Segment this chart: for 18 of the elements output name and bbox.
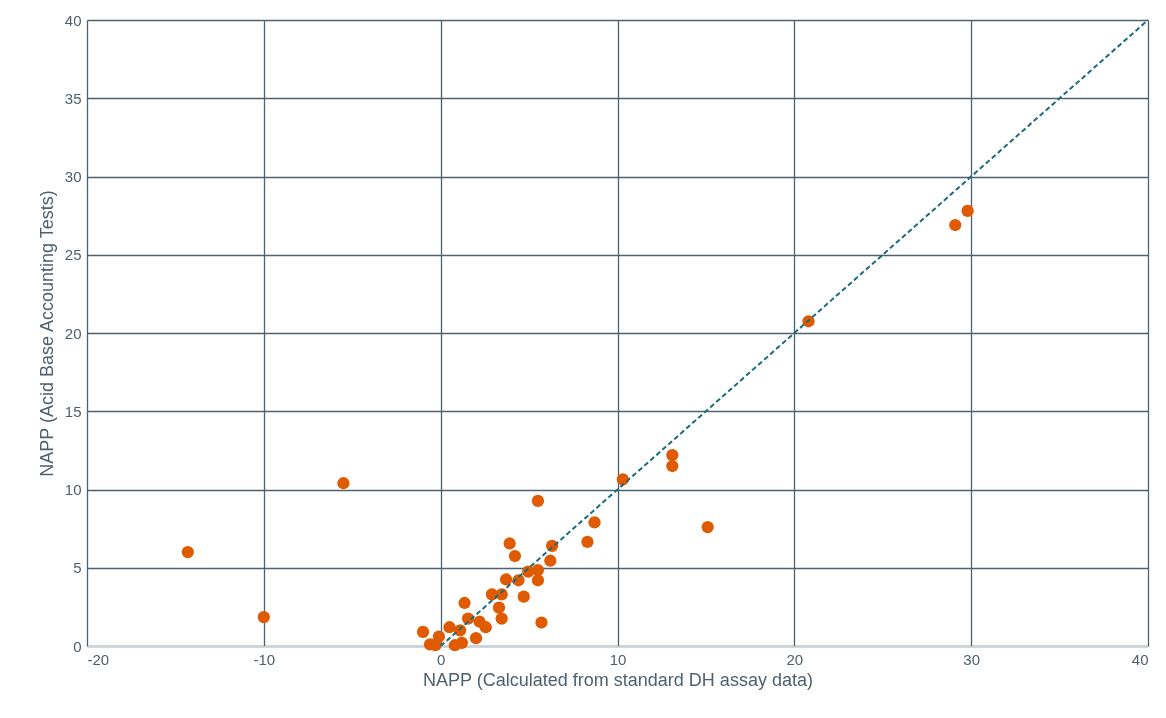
x-tick-label: 10	[609, 650, 627, 668]
y-tick-label: 35	[64, 89, 82, 107]
x-axis-title: NAPP (Calculated from standard DH assay data)	[423, 669, 813, 690]
y-tick-label: 5	[73, 559, 82, 577]
y-tick-label: 0	[73, 637, 82, 655]
x-tick-label: -10	[253, 650, 276, 668]
x-tick-label: 20	[786, 650, 804, 668]
x-tick-label: 40	[1131, 650, 1149, 668]
x-tick-label: 0	[436, 650, 446, 668]
y-tick-label: 30	[64, 168, 82, 185]
y-axis-title: NAPP (Acid Base Accounting Tests)	[36, 190, 57, 477]
y-tick-label: 15	[64, 402, 82, 420]
x-tick-label: 30	[963, 650, 981, 668]
y-tick-label: 40	[64, 11, 82, 29]
y-tick-label: 10	[64, 481, 82, 498]
y-tick-label: 20	[64, 324, 82, 342]
x-tick-label: -20	[87, 650, 110, 668]
y-tick-label: 25	[64, 246, 82, 264]
